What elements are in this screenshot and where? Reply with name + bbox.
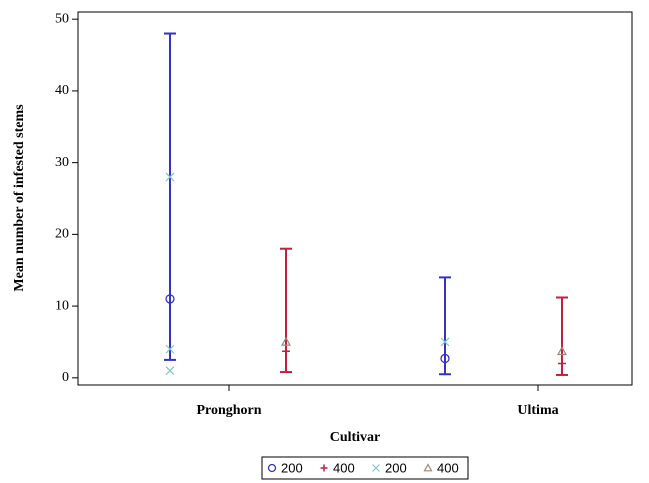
marker — [320, 464, 328, 472]
y-axis-label: Mean number of infested stems — [12, 104, 27, 292]
legend-label: 400 — [333, 460, 355, 475]
marker — [165, 294, 175, 304]
legend-label: 200 — [385, 460, 407, 475]
y-tick-label: 10 — [55, 298, 69, 313]
marker — [440, 353, 450, 364]
legend-box — [261, 456, 469, 480]
marker — [165, 344, 175, 354]
y-tick-label: 50 — [55, 11, 69, 26]
marker — [372, 464, 380, 472]
x-tick-label: Pronghorn — [196, 403, 261, 418]
marker — [267, 463, 277, 473]
marker — [165, 366, 175, 376]
plot-frame — [77, 11, 633, 386]
y-tick-label: 0 — [62, 370, 69, 385]
x-tick-label: Ultima — [517, 403, 558, 418]
marker — [558, 359, 566, 368]
marker — [165, 172, 175, 182]
y-tick-label: 30 — [55, 155, 69, 170]
marker — [282, 347, 290, 356]
legend-label: 400 — [437, 460, 459, 475]
marker — [280, 336, 292, 346]
y-tick-label: 20 — [55, 227, 69, 242]
marker — [556, 346, 568, 356]
y-tick-label: 40 — [55, 83, 69, 98]
marker — [440, 337, 450, 347]
x-axis-label: Cultivar — [330, 430, 381, 445]
marker — [423, 463, 433, 472]
legend-label: 200 — [281, 460, 303, 475]
